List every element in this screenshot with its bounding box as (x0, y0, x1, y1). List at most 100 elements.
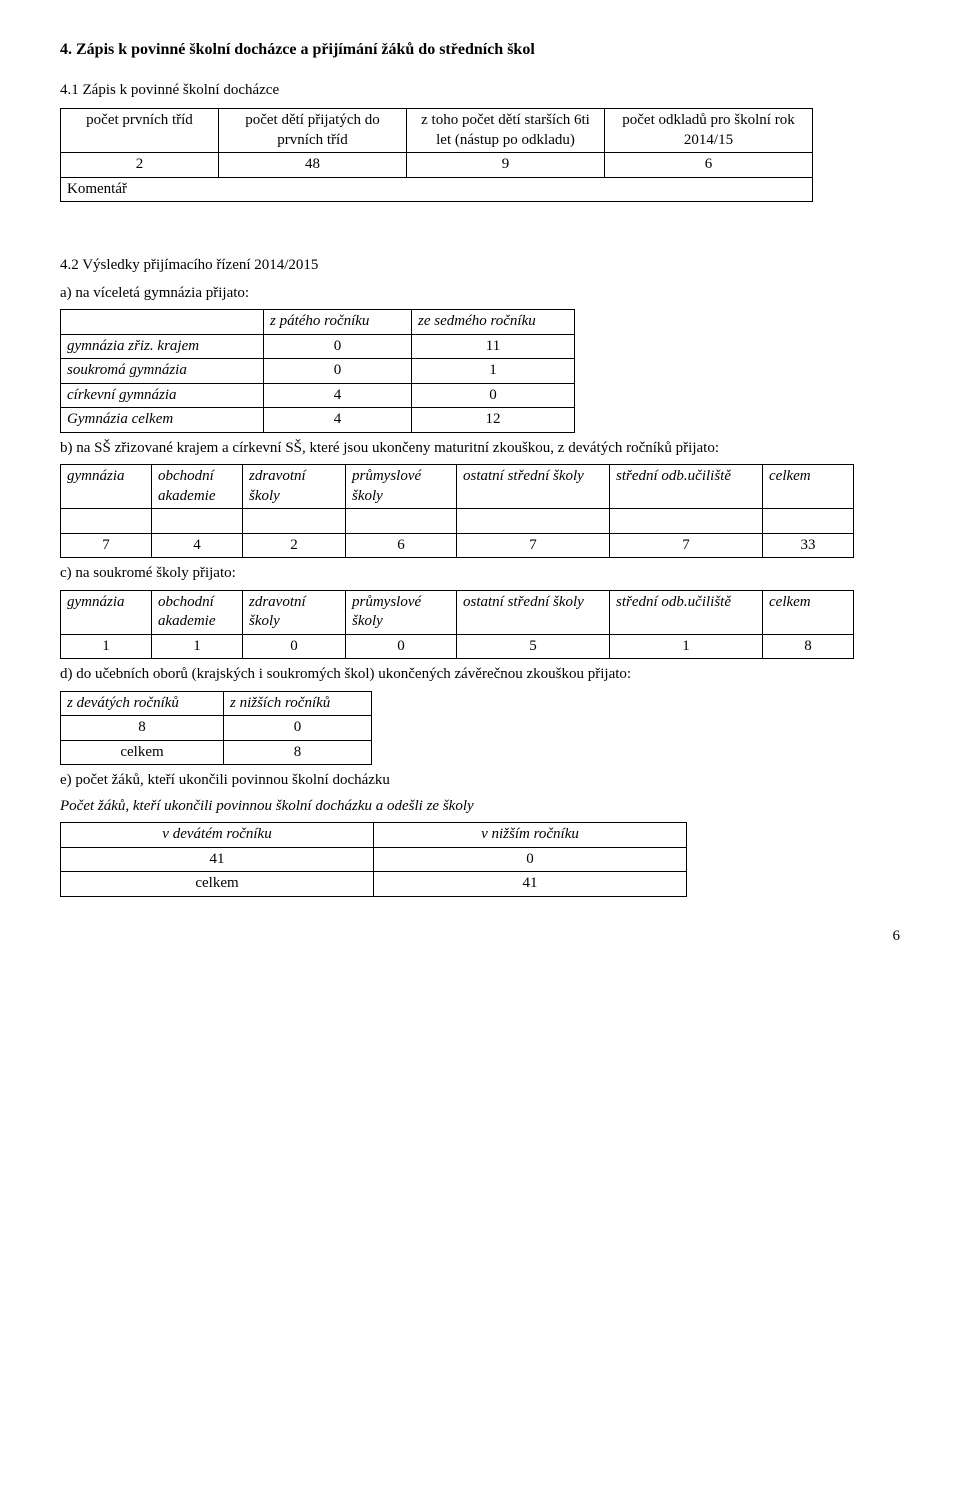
table-cell: 4 (264, 383, 412, 408)
table-cell: průmyslové školy (346, 465, 457, 509)
table-row: gymnáziaobchodní akademiezdravotní školy… (61, 590, 854, 634)
table-cell: obchodní akademie (152, 590, 243, 634)
table-cell: 6 (605, 153, 813, 178)
table-zapis: počet prvních třídpočet dětí přijatých d… (60, 108, 813, 202)
table-cell: 2 (243, 533, 346, 558)
table-ukoncili: v devátém ročníkuv nižším ročníku410celk… (60, 822, 687, 897)
table-row: 410 (61, 847, 687, 872)
table-cell: střední odb.učiliště (610, 465, 763, 509)
table-cell: církevní gymnázia (61, 383, 264, 408)
table-cell: 12 (412, 408, 575, 433)
table-cell (610, 509, 763, 534)
table-cell: gymnázia zřiz. krajem (61, 334, 264, 359)
table-row (61, 509, 854, 534)
table-cell (346, 509, 457, 534)
table-cell: 8 (224, 740, 372, 765)
table-row: počet prvních třídpočet dětí přijatých d… (61, 109, 813, 153)
table-cell (457, 509, 610, 534)
table-cell: ostatní střední školy (457, 590, 610, 634)
table-row: 24896 (61, 153, 813, 178)
table-row: 80 (61, 716, 372, 741)
table-cell: zdravotní školy (243, 465, 346, 509)
table-cell: soukromá gymnázia (61, 359, 264, 384)
table-row: soukromá gymnázia01 (61, 359, 575, 384)
table-cell: ze sedmého ročníku (412, 310, 575, 335)
table-cell: 4 (152, 533, 243, 558)
table-cell: 9 (407, 153, 605, 178)
table-cell: gymnázia (61, 590, 152, 634)
label-e2: Počet žáků, kteří ukončili povinnou škol… (60, 797, 900, 817)
table-row: církevní gymnázia40 (61, 383, 575, 408)
table-cell: průmyslové školy (346, 590, 457, 634)
table-cell: 2 (61, 153, 219, 178)
table-cell: gymnázia (61, 465, 152, 509)
table-cell: 41 (61, 847, 374, 872)
table-row: Komentář (61, 177, 813, 202)
table-cell (152, 509, 243, 534)
label-b: b) na SŠ zřizované krajem a církevní SŠ,… (60, 439, 900, 459)
page-number: 6 (60, 927, 900, 947)
table-cell: celkem (61, 872, 374, 897)
table-cell: celkem (763, 465, 854, 509)
table-cell (243, 509, 346, 534)
table-ss-kraj: gymnáziaobchodní akademiezdravotní školy… (60, 464, 854, 558)
table-cell: 1 (61, 634, 152, 659)
table-cell: 0 (264, 359, 412, 384)
table-row: celkem8 (61, 740, 372, 765)
table-cell: 7 (61, 533, 152, 558)
table-cell: obchodní akademie (152, 465, 243, 509)
table-cell: 0 (412, 383, 575, 408)
label-c: c) na soukromé školy přijato: (60, 564, 900, 584)
table-cell: počet odkladů pro školní rok 2014/15 (605, 109, 813, 153)
table-cell: 8 (61, 716, 224, 741)
table-cell: 0 (346, 634, 457, 659)
table-cell: z nižších ročníků (224, 691, 372, 716)
section-heading: 4. Zápis k povinné školní docházce a při… (60, 40, 900, 61)
table-cell (61, 310, 264, 335)
table-cell: v nižším ročníku (374, 823, 687, 848)
table-row: z devátých ročníkůz nižších ročníků (61, 691, 372, 716)
table-cell: zdravotní školy (243, 590, 346, 634)
table-row: celkem41 (61, 872, 687, 897)
table-cell: 1 (412, 359, 575, 384)
table-cell: Komentář (61, 177, 813, 202)
table-cell: 6 (346, 533, 457, 558)
table-cell: z toho počet dětí starších 6ti let (nást… (407, 109, 605, 153)
table-cell: počet prvních tříd (61, 109, 219, 153)
table-cell (763, 509, 854, 534)
table-cell: 1 (610, 634, 763, 659)
table-cell: 0 (243, 634, 346, 659)
table-cell: 7 (610, 533, 763, 558)
table-cell: 33 (763, 533, 854, 558)
table-cell: 0 (264, 334, 412, 359)
label-d: d) do učebních oborů (krajských i soukro… (60, 665, 900, 685)
table-cell: 8 (763, 634, 854, 659)
table-cell: ostatní střední školy (457, 465, 610, 509)
subsection-41-title: 4.1 Zápis k povinné školní docházce (60, 81, 900, 101)
table-cell: v devátém ročníku (61, 823, 374, 848)
table-gymnazia: z pátého ročníkuze sedmého ročníkugymnáz… (60, 309, 575, 433)
table-cell: Gymnázia celkem (61, 408, 264, 433)
table-cell: z devátých ročníků (61, 691, 224, 716)
table-row: Gymnázia celkem412 (61, 408, 575, 433)
table-ucebni: z devátých ročníkůz nižších ročníků80cel… (60, 691, 372, 766)
table-cell: 1 (152, 634, 243, 659)
table-soukrome: gymnáziaobchodní akademiezdravotní školy… (60, 590, 854, 660)
subsection-42-title: 4.2 Výsledky přijímacího řízení 2014/201… (60, 256, 900, 276)
table-cell: střední odb.učiliště (610, 590, 763, 634)
table-cell: počet dětí přijatých do prvních tříd (219, 109, 407, 153)
table-row: 1100518 (61, 634, 854, 659)
table-cell: celkem (61, 740, 224, 765)
table-cell: z pátého ročníku (264, 310, 412, 335)
table-cell: 48 (219, 153, 407, 178)
table-row: gymnázia zřiz. krajem011 (61, 334, 575, 359)
table-row: v devátém ročníkuv nižším ročníku (61, 823, 687, 848)
table-cell: 4 (264, 408, 412, 433)
table-cell: celkem (763, 590, 854, 634)
table-cell: 0 (374, 847, 687, 872)
table-row: 74267733 (61, 533, 854, 558)
table-row: gymnáziaobchodní akademiezdravotní školy… (61, 465, 854, 509)
table-cell: 5 (457, 634, 610, 659)
table-cell (61, 509, 152, 534)
label-a: a) na víceletá gymnázia přijato: (60, 284, 900, 304)
